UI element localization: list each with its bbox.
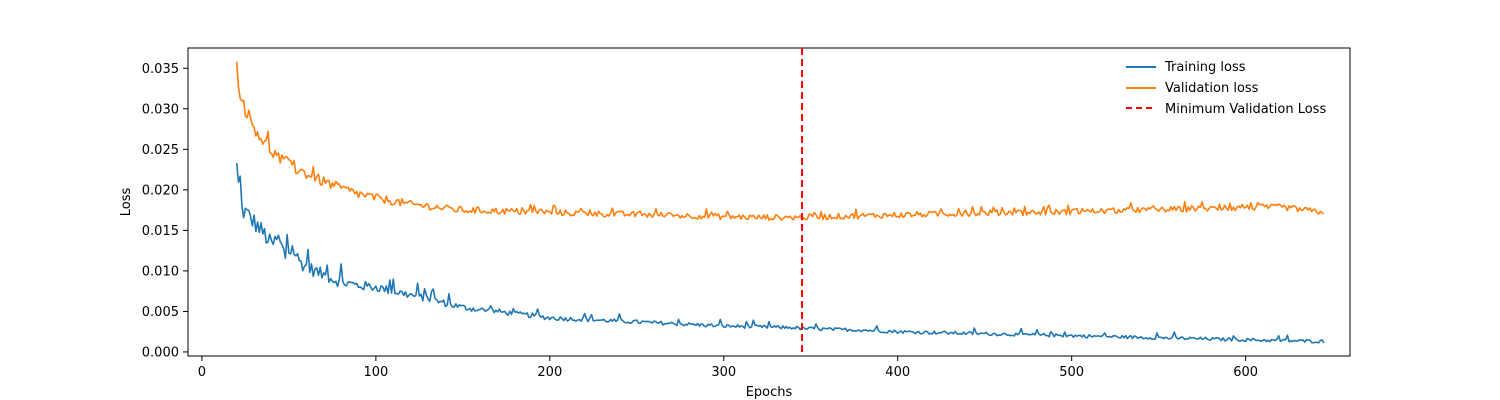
y-tick-label: 0.035 <box>142 62 179 77</box>
legend-minimum-label: Minimum Validation Loss <box>1165 102 1326 117</box>
y-tick-label: 0.015 <box>142 224 179 239</box>
x-tick-label: 0 <box>198 365 206 380</box>
legend-validation-label: Validation loss <box>1165 81 1259 96</box>
x-axis-label: Epochs <box>746 385 793 400</box>
x-tick-label: 600 <box>1233 365 1258 380</box>
x-tick-label: 300 <box>711 365 736 380</box>
legend: Training loss Validation loss Minimum Va… <box>1126 60 1326 117</box>
y-tick-label: 0.020 <box>142 183 179 198</box>
y-tick-label: 0.030 <box>142 102 179 117</box>
y-tick-label: 0.000 <box>142 345 179 360</box>
x-tick-label: 200 <box>537 365 562 380</box>
y-tick-label: 0.005 <box>142 305 179 320</box>
y-tick-label: 0.010 <box>142 264 179 279</box>
legend-training-label: Training loss <box>1164 60 1246 75</box>
x-tick-label: 100 <box>363 365 388 380</box>
plot-area <box>187 47 1351 357</box>
y-tick-label: 0.025 <box>142 143 179 158</box>
validation-loss-line <box>235 61 1325 222</box>
y-axis-label: Loss <box>119 188 134 217</box>
training-loss-line <box>235 163 1325 344</box>
x-tick-label: 500 <box>1059 365 1084 380</box>
x-tick-label: 400 <box>885 365 910 380</box>
